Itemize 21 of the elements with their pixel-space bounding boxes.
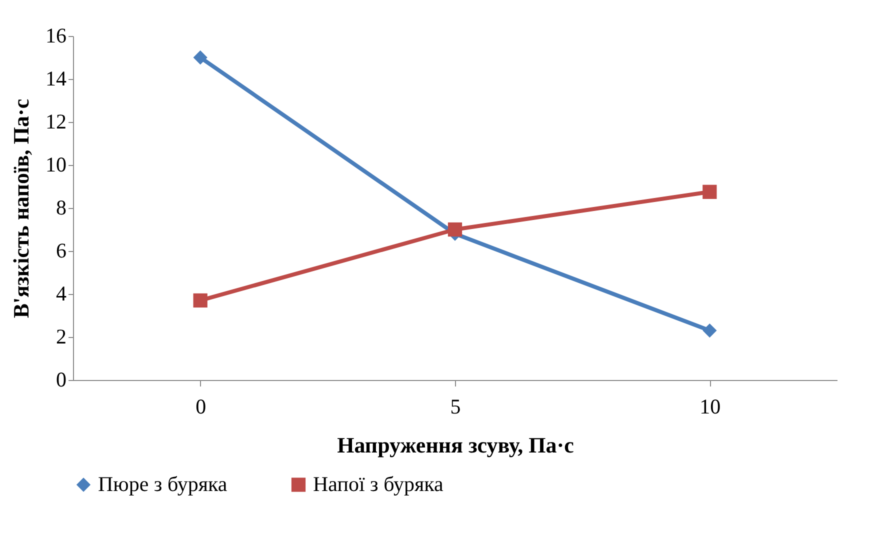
y-tick-label: 4 xyxy=(56,282,67,306)
point xyxy=(702,323,717,338)
x-tick-label: 0 xyxy=(196,394,206,418)
y-tick-label: 12 xyxy=(46,110,66,134)
point xyxy=(448,222,462,237)
x-axis-title: Напруження зсуву, Па·с xyxy=(337,432,574,458)
y-tick-label: 0 xyxy=(56,368,66,392)
x-tick-label: 5 xyxy=(450,394,461,418)
legend-label: Напої з буряка xyxy=(313,472,444,496)
y-tick-label: 16 xyxy=(46,24,66,48)
y-tick-label: 8 xyxy=(56,196,66,220)
y-tick-label: 14 xyxy=(46,66,67,90)
point xyxy=(702,184,717,199)
y-axis-title: В'язкість напоїв, Па·с xyxy=(8,98,34,318)
legend-label: Пюре з буряка xyxy=(98,472,228,496)
point xyxy=(193,50,208,65)
y-tick-label: 2 xyxy=(56,324,66,348)
point xyxy=(193,293,208,308)
y-tick-label: 10 xyxy=(46,152,66,176)
x-tick-label: 10 xyxy=(700,394,721,418)
y-tick-label: 6 xyxy=(56,238,66,262)
